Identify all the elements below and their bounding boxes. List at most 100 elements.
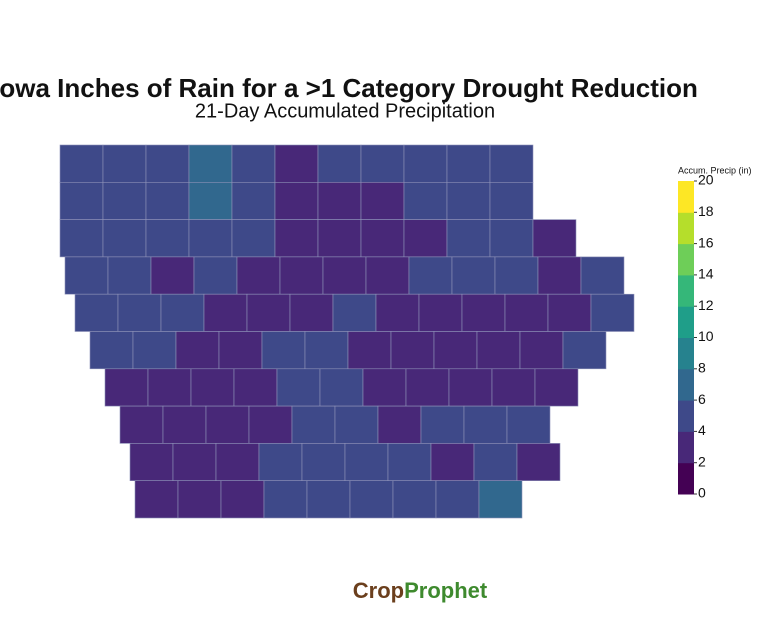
county — [258, 443, 303, 481]
county — [349, 480, 394, 519]
county — [59, 219, 104, 258]
county — [190, 368, 235, 407]
county — [317, 219, 362, 258]
county — [405, 368, 450, 407]
county — [150, 256, 195, 295]
colorbar-band — [678, 243, 694, 276]
county — [537, 256, 582, 295]
county — [215, 443, 260, 481]
county — [276, 368, 321, 407]
county — [132, 331, 177, 370]
colorbar-tick-label: 14 — [698, 266, 714, 282]
county — [435, 480, 480, 519]
county — [430, 443, 475, 481]
county — [360, 144, 405, 183]
colorbar-tick-label: 4 — [698, 422, 706, 438]
colorbar-band — [678, 400, 694, 432]
county — [403, 182, 448, 220]
county — [59, 144, 104, 183]
county — [162, 405, 207, 444]
logo: CropProphet — [353, 578, 488, 603]
county — [175, 331, 220, 370]
county — [274, 144, 319, 183]
county — [160, 293, 205, 332]
logo-crop: Crop — [353, 578, 404, 603]
county — [451, 256, 496, 295]
county — [317, 182, 362, 220]
county — [261, 331, 306, 370]
county — [448, 368, 493, 407]
county — [145, 144, 190, 183]
county — [420, 405, 465, 444]
county — [334, 405, 379, 444]
county — [188, 219, 233, 258]
county — [446, 144, 491, 183]
county — [491, 368, 536, 407]
county — [203, 293, 248, 332]
colorbar-tick-label: 20 — [698, 172, 714, 188]
county — [362, 368, 407, 407]
colorbar-title: Accum. Precip (in) — [678, 165, 752, 175]
county — [102, 144, 147, 183]
county — [177, 480, 222, 519]
county-map — [59, 144, 635, 519]
county — [532, 219, 577, 258]
county — [478, 480, 523, 519]
county — [377, 405, 422, 444]
county — [408, 256, 453, 295]
colorbar-band — [678, 368, 694, 401]
colorbar-tick-label: 2 — [698, 453, 706, 469]
county — [347, 331, 392, 370]
county — [134, 480, 179, 519]
county — [107, 256, 152, 295]
county — [360, 182, 405, 220]
county — [332, 293, 377, 332]
county — [547, 293, 592, 332]
county — [590, 293, 635, 332]
county — [506, 405, 551, 444]
county — [117, 293, 162, 332]
county — [489, 144, 534, 183]
county — [360, 219, 405, 258]
county — [289, 293, 334, 332]
county — [102, 219, 147, 258]
logo-prophet: Prophet — [404, 578, 488, 603]
colorbar-band — [678, 274, 694, 307]
county — [344, 443, 389, 481]
county — [147, 368, 192, 407]
county — [317, 144, 362, 183]
colorbar-band — [678, 306, 694, 338]
county — [231, 219, 276, 258]
county — [231, 144, 276, 183]
county — [322, 256, 367, 295]
county — [534, 368, 579, 407]
county — [263, 480, 308, 519]
county — [248, 405, 293, 444]
county — [220, 480, 265, 519]
colorbar-tick-label: 0 — [698, 485, 706, 501]
county — [233, 368, 278, 407]
colorbar-tick-label: 8 — [698, 360, 706, 376]
county — [188, 144, 233, 183]
county — [418, 293, 463, 332]
county — [231, 182, 276, 220]
county — [319, 368, 364, 407]
county — [218, 331, 263, 370]
chart-title: Iowa Inches of Rain for a >1 Category Dr… — [0, 73, 698, 103]
county — [145, 219, 190, 258]
county — [494, 256, 539, 295]
county — [193, 256, 238, 295]
county — [476, 331, 521, 370]
colorbar-tick-label: 12 — [698, 297, 714, 313]
county — [74, 293, 119, 332]
county — [119, 405, 164, 444]
colorbar-band — [678, 181, 694, 213]
colorbar-tick-label: 16 — [698, 234, 714, 250]
colorbar-tick-label: 18 — [698, 203, 714, 219]
county — [519, 331, 564, 370]
county — [304, 331, 349, 370]
county — [129, 443, 174, 481]
county — [59, 182, 104, 220]
county — [236, 256, 281, 295]
colorbar-band — [678, 212, 694, 245]
